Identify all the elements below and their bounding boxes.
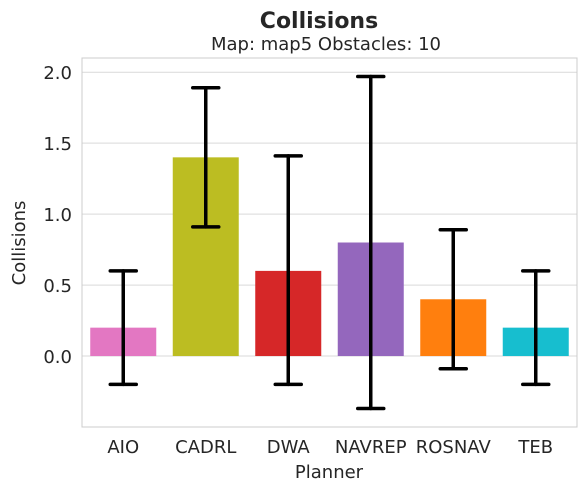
y-tick-label: 0.0 (43, 347, 72, 368)
x-tick-label: CADRL (175, 437, 236, 458)
y-tick-label: 1.0 (43, 205, 72, 226)
bars (90, 157, 569, 357)
x-tick-labels: AIO CADRL DWA NAVREP ROSNAV TEB (107, 437, 553, 458)
y-tick-label: 1.5 (43, 134, 72, 155)
error-bar-dwa (273, 154, 303, 387)
chart-subtitle: Map: map5 Obstacles: 10 (211, 34, 441, 55)
error-bar-navrep (356, 74, 386, 411)
gridlines (82, 71, 577, 357)
x-axis-label: Planner (295, 462, 364, 483)
y-tick-labels: 0.0 0.5 1.0 1.5 2.0 (43, 63, 72, 368)
x-tick-label: NAVREP (335, 437, 407, 458)
y-tick-label: 0.5 (43, 276, 72, 297)
error-bars (108, 74, 551, 411)
error-bar-aio (108, 269, 138, 387)
error-bar-rosnav (438, 227, 468, 371)
x-tick-label: ROSNAV (416, 437, 492, 458)
x-tick-label: TEB (517, 437, 553, 458)
chart-title: Collisions (260, 9, 378, 34)
y-tick-label: 2.0 (43, 63, 72, 84)
x-tick-label: AIO (107, 437, 139, 458)
x-tick-label: DWA (267, 437, 311, 458)
error-bar-cadrl (191, 86, 221, 229)
plot-area (81, 57, 578, 428)
y-axis-label: Collisions (9, 201, 30, 286)
error-bar-teb (521, 269, 551, 387)
